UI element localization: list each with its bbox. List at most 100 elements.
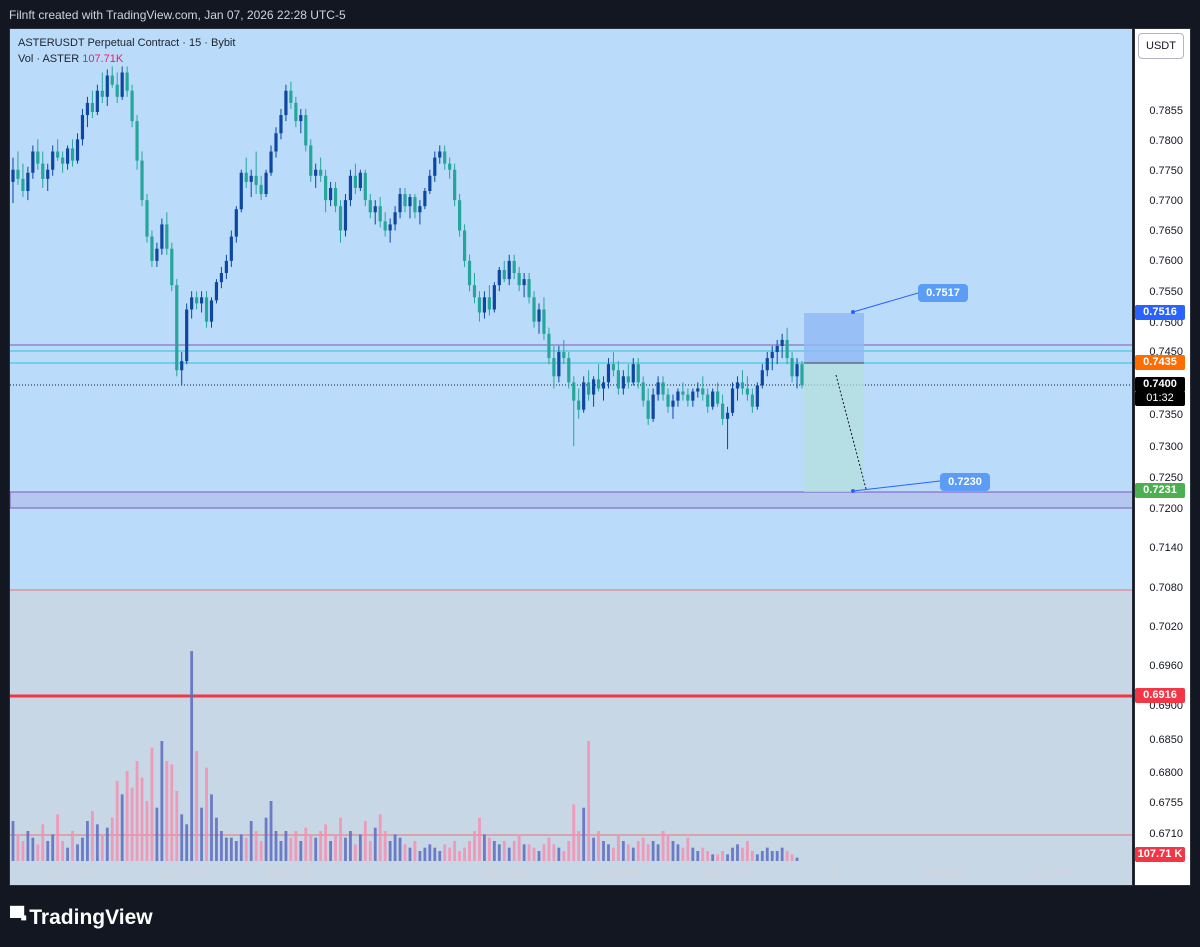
candle-body bbox=[299, 115, 303, 122]
candle-body bbox=[616, 370, 620, 389]
volume-bar bbox=[483, 834, 486, 861]
time-label: 8 bbox=[830, 868, 838, 880]
candle-body bbox=[671, 400, 675, 407]
volume-bar bbox=[284, 831, 288, 861]
candle-body bbox=[105, 75, 109, 97]
volume-bar bbox=[428, 844, 432, 861]
tradingview-brand: TradingView bbox=[29, 906, 153, 929]
volume-label: Vol · ASTER bbox=[18, 53, 80, 65]
candle-body bbox=[135, 121, 139, 161]
tradingview-logo[interactable]: ▀▪ TradingView bbox=[10, 906, 153, 930]
candle-body bbox=[219, 273, 224, 283]
candle-body bbox=[150, 236, 154, 261]
chart-header: Filnft created with TradingView.com, Jan… bbox=[0, 0, 1200, 28]
candle-body bbox=[606, 364, 611, 383]
candle-body bbox=[90, 102, 94, 112]
candle-body bbox=[661, 382, 665, 395]
candle-body bbox=[462, 230, 467, 261]
stop-price-callout[interactable]: 0.7230 bbox=[940, 473, 990, 491]
candle-body bbox=[11, 169, 15, 182]
candle-body bbox=[21, 178, 25, 191]
candle-body bbox=[696, 388, 700, 392]
volume-bar bbox=[358, 834, 362, 861]
candle-body bbox=[537, 309, 541, 322]
volume-bar bbox=[383, 831, 387, 861]
volume-bar bbox=[259, 841, 263, 861]
candle-body bbox=[353, 175, 357, 188]
candle-body bbox=[527, 279, 531, 298]
candle-body bbox=[70, 148, 75, 161]
volume-bar bbox=[254, 831, 258, 861]
candle-body bbox=[224, 260, 228, 274]
volume-bar bbox=[289, 837, 293, 861]
candle-body bbox=[373, 206, 377, 213]
volume-bar bbox=[631, 847, 635, 861]
volume-bar bbox=[582, 807, 586, 861]
candle-body bbox=[795, 364, 799, 377]
candle-body bbox=[378, 206, 382, 222]
candle-body bbox=[418, 206, 422, 213]
price-tick: 0.6960 bbox=[1149, 660, 1183, 672]
candle-body bbox=[735, 382, 740, 389]
volume-bar bbox=[651, 841, 655, 861]
volume-bar bbox=[234, 841, 238, 861]
volume-bar bbox=[125, 771, 129, 861]
volume-bar bbox=[517, 834, 521, 861]
candle-body bbox=[745, 388, 750, 395]
volume-bar bbox=[746, 841, 749, 861]
volume-bar bbox=[398, 837, 402, 861]
price-tick: 0.7300 bbox=[1149, 441, 1183, 453]
candle-body bbox=[721, 403, 725, 419]
candle-body bbox=[725, 412, 730, 419]
candle-body bbox=[438, 151, 442, 158]
volume-bar bbox=[671, 841, 675, 861]
chart-pane[interactable]: ASTERUSDT Perpetual Contract · 15 · Bybi… bbox=[9, 28, 1133, 886]
volume-bar bbox=[463, 847, 466, 861]
target-price-callout[interactable]: 0.7517 bbox=[918, 284, 968, 302]
volume-bar bbox=[636, 841, 640, 861]
volume-bar bbox=[621, 841, 625, 861]
candle-body bbox=[507, 260, 511, 280]
candle-body bbox=[711, 391, 715, 407]
candle-body bbox=[249, 175, 253, 182]
volume-bar bbox=[76, 844, 79, 861]
candle-body bbox=[765, 358, 769, 371]
price-axis[interactable]: USDT 0.7855 0.7800 0.7750 0.7700 0.7650 0.760… bbox=[1134, 28, 1191, 886]
candle-body bbox=[269, 151, 273, 173]
volume-bar bbox=[314, 837, 318, 861]
volume-bar bbox=[557, 847, 561, 861]
candle-body bbox=[686, 394, 690, 401]
volume-bar bbox=[458, 851, 462, 861]
volume-bar bbox=[135, 761, 139, 861]
candle-body bbox=[542, 309, 546, 334]
candle-body bbox=[170, 248, 174, 286]
candle-body bbox=[547, 333, 551, 359]
volume-bar bbox=[21, 841, 25, 861]
price-tick: 0.7855 bbox=[1149, 105, 1183, 117]
volume-bar bbox=[334, 834, 337, 861]
candle-body bbox=[383, 221, 387, 231]
candle-body bbox=[125, 72, 129, 91]
volume-bar bbox=[150, 747, 154, 861]
candle-body bbox=[175, 285, 179, 371]
candle-body bbox=[472, 285, 477, 298]
volume-bar bbox=[175, 791, 179, 861]
currency-button[interactable]: USDT bbox=[1138, 33, 1184, 59]
price-tick: 0.6900 bbox=[1149, 700, 1183, 712]
candle-body bbox=[636, 364, 640, 383]
stop-box bbox=[804, 363, 864, 492]
volume-bar bbox=[145, 801, 149, 861]
volume-bar bbox=[36, 844, 40, 861]
candle-body bbox=[214, 282, 219, 301]
header-text: Filnft created with TradingView.com, Jan… bbox=[9, 8, 346, 22]
price-tick: 0.6755 bbox=[1149, 797, 1183, 809]
candle-body bbox=[304, 115, 308, 146]
volume-bar bbox=[388, 841, 392, 861]
volume-bar bbox=[26, 831, 30, 861]
volume-bar bbox=[155, 807, 159, 861]
candle-body bbox=[458, 200, 462, 231]
volume-bar bbox=[393, 834, 397, 861]
candle-body bbox=[185, 309, 189, 362]
candlestick-plot[interactable] bbox=[10, 29, 1133, 886]
volume-bar bbox=[269, 801, 273, 861]
